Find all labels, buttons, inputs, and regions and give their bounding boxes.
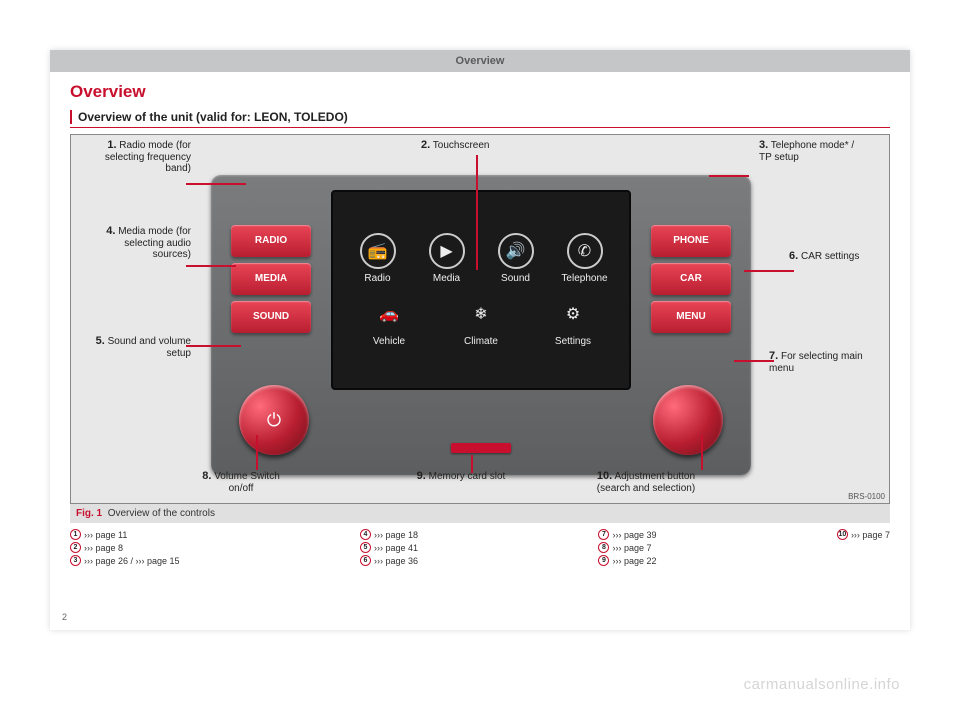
screen-label: Sound: [486, 273, 546, 284]
callout-5: 5. Sound and volume setup: [91, 335, 191, 359]
radio-icon: 📻: [360, 233, 396, 269]
screen-label: Media: [417, 273, 477, 284]
leader-3: [709, 175, 749, 177]
callout-1: 1. Radio mode (for selecting frequency b…: [91, 139, 191, 175]
ref-item: 1››› page 11: [70, 529, 180, 540]
watermark: carmanualsonline.info: [744, 676, 900, 693]
screen-label: Climate: [451, 336, 511, 347]
page-number: 2: [62, 612, 67, 622]
leader-5: [186, 345, 241, 347]
callout-9: 9. Memory card slot: [411, 470, 511, 483]
leader-4: [186, 265, 236, 267]
screen-label: Settings: [543, 336, 603, 347]
section-title: Overview: [70, 82, 910, 102]
leader-6: [744, 270, 794, 272]
callout-4: 4. Media mode (for selecting audio sourc…: [91, 225, 191, 261]
screen-label: Telephone: [555, 273, 615, 284]
diagram-code: BRS-0100: [848, 492, 885, 501]
screen-label: Vehicle: [359, 336, 419, 347]
callout-6: 6. CAR settings: [789, 250, 869, 263]
ref-item: 10››› page 7: [837, 529, 890, 540]
ref-col-2: 4››› page 18 5››› page 41 6››› page 36: [360, 529, 418, 566]
menu-button[interactable]: MENU: [651, 301, 731, 333]
left-button-stack: RADIO MEDIA SOUND: [231, 225, 311, 339]
speaker-icon: 🔊: [498, 233, 534, 269]
manual-page: Overview Overview Overview of the unit (…: [50, 50, 910, 630]
ref-col-3: 7››› page 39 8››› page 7 9››› page 22: [598, 529, 656, 566]
leader-8: [256, 435, 258, 470]
screen-item-telephone[interactable]: ✆ Telephone: [555, 233, 615, 284]
screen-item-sound[interactable]: 🔊 Sound: [486, 233, 546, 284]
ref-item: 5››› page 41: [360, 542, 418, 553]
figure-text: Overview of the controls: [108, 508, 215, 519]
climate-icon: ❄: [463, 296, 499, 332]
screen-row-2: 🚗 Vehicle ❄ Climate ⚙ Settings: [343, 296, 619, 347]
leader-9: [471, 455, 473, 473]
page-header: Overview: [50, 50, 910, 72]
media-button[interactable]: MEDIA: [231, 263, 311, 295]
callout-2: 2. Touchscreen: [421, 139, 490, 152]
figure-caption: Fig. 1 Overview of the controls: [70, 504, 890, 523]
ref-item: 9››› page 22: [598, 555, 656, 566]
screen-item-radio[interactable]: 📻 Radio: [348, 233, 408, 284]
play-icon: ▶: [429, 233, 465, 269]
car-icon: 🚗: [371, 296, 407, 332]
subtitle-wrap: Overview of the unit (valid for: LEON, T…: [70, 110, 890, 128]
ref-col-4: 10››› page 7: [837, 529, 890, 566]
screen-item-media[interactable]: ▶ Media: [417, 233, 477, 284]
ref-item: 6››› page 36: [360, 555, 418, 566]
radio-button[interactable]: RADIO: [231, 225, 311, 257]
ref-item: 2››› page 8: [70, 542, 180, 553]
phone-button[interactable]: PHONE: [651, 225, 731, 257]
head-unit: RADIO MEDIA SOUND PHONE CAR MENU 📻 Radio…: [211, 175, 751, 475]
leader-10: [701, 435, 703, 470]
callout-10: 10. Adjustment button (search and select…: [591, 470, 701, 494]
right-button-stack: PHONE CAR MENU: [651, 225, 731, 339]
callout-3: 3. Telephone mode* / TP setup: [759, 139, 869, 163]
screen-item-vehicle[interactable]: 🚗 Vehicle: [359, 296, 419, 347]
leader-1: [186, 183, 246, 185]
screen-row-1: 📻 Radio ▶ Media 🔊 Sound ✆ Telephone: [343, 233, 619, 284]
phone-icon: ✆: [567, 233, 603, 269]
page-references: 1››› page 11 2››› page 8 3››› page 26 / …: [70, 529, 890, 566]
screen-label: Radio: [348, 273, 408, 284]
figure-number: Fig. 1: [76, 508, 102, 519]
volume-knob[interactable]: ⏻: [239, 385, 309, 455]
overview-diagram: RADIO MEDIA SOUND PHONE CAR MENU 📻 Radio…: [70, 134, 890, 504]
ref-item: 7››› page 39: [598, 529, 656, 540]
ref-col-1: 1››› page 11 2››› page 8 3››› page 26 / …: [70, 529, 180, 566]
leader-2: [476, 155, 478, 270]
sound-button[interactable]: SOUND: [231, 301, 311, 333]
ref-item: 4››› page 18: [360, 529, 418, 540]
leader-7: [734, 360, 774, 362]
adjustment-knob[interactable]: [653, 385, 723, 455]
callout-8: 8. Volume Switch on/off: [191, 470, 291, 494]
section-subtitle: Overview of the unit (valid for: LEON, T…: [70, 110, 890, 124]
gear-icon: ⚙: [555, 296, 591, 332]
memory-card-slot[interactable]: [451, 443, 511, 453]
ref-item: 8››› page 7: [598, 542, 656, 553]
ref-item: 3››› page 26 / ››› page 15: [70, 555, 180, 566]
screen-item-settings[interactable]: ⚙ Settings: [543, 296, 603, 347]
callout-7: 7. For selecting main menu: [769, 350, 869, 374]
screen-item-climate[interactable]: ❄ Climate: [451, 296, 511, 347]
car-button[interactable]: CAR: [651, 263, 731, 295]
touchscreen[interactable]: 📻 Radio ▶ Media 🔊 Sound ✆ Telephone: [331, 190, 631, 390]
